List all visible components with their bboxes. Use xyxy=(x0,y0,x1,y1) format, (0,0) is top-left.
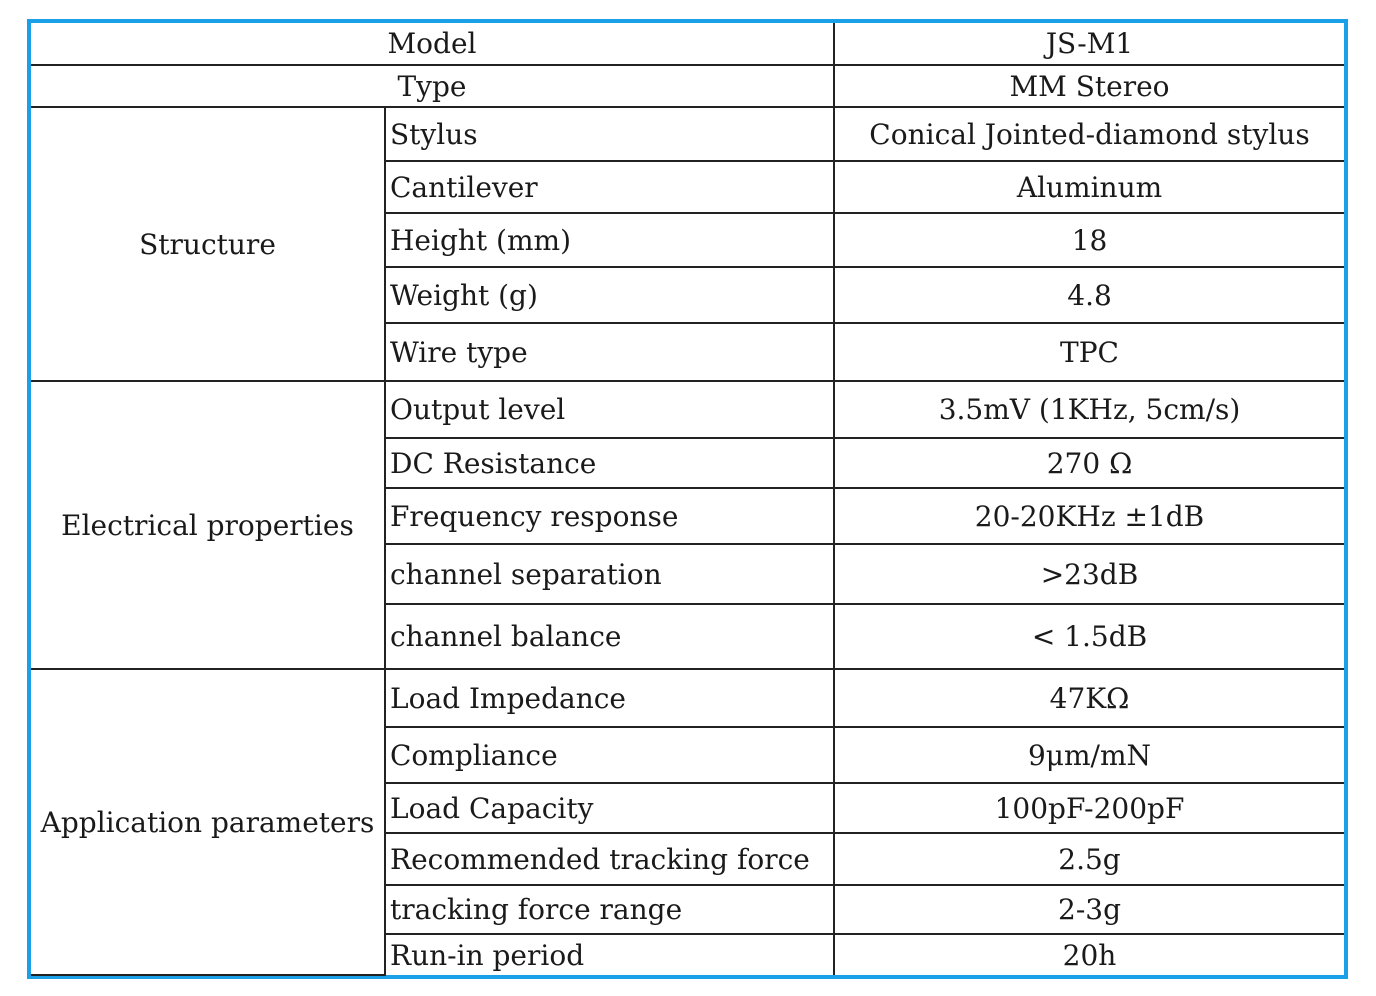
table-row: tracking force range 2-3g xyxy=(31,884,1345,935)
value-cell: 100pF-200pF xyxy=(833,782,1345,834)
table-row: Frequency response 20-20KHz ±1dB xyxy=(31,487,1345,545)
value-cell: >23dB xyxy=(833,543,1345,605)
value-cell: 2.5g xyxy=(833,832,1345,886)
param-cell: Output level xyxy=(383,380,836,439)
value-cell: 20-20KHz ±1dB xyxy=(833,487,1345,545)
value-cell: 3.5mV (1KHz, 5cm/s) xyxy=(833,380,1345,439)
param-cell: Weight (g) xyxy=(385,266,836,324)
param-cell: Cantilever xyxy=(385,160,836,214)
table-row: DC Resistance 270 Ω xyxy=(31,437,1345,489)
table-row: Cantilever Aluminum xyxy=(31,160,1345,214)
param-cell: Recommended tracking force xyxy=(385,832,836,886)
value-cell: Conical Jointed-diamond stylus xyxy=(833,106,1345,162)
table-row: Recommended tracking force 2.5g xyxy=(31,832,1345,886)
value-cell: TPC xyxy=(833,322,1345,382)
param-cell: DC Resistance xyxy=(385,437,836,489)
value-cell: < 1.5dB xyxy=(833,603,1345,670)
table-row: Structure Stylus Conical Jointed-diamond… xyxy=(31,106,1345,382)
table-row: Application parameters Load Impedance 47… xyxy=(31,668,1345,976)
table-row: channel balance < 1.5dB xyxy=(31,603,1345,670)
type-label: Type xyxy=(31,64,836,108)
table-row: Wire type TPC xyxy=(31,322,1345,382)
param-cell: channel balance xyxy=(385,603,836,670)
table-row: channel separation >23dB xyxy=(31,543,1345,605)
param-cell: Load Capacity xyxy=(385,782,836,834)
group-application-parameters: Application parameters xyxy=(31,668,386,976)
model-value: JS-M1 xyxy=(833,23,1345,66)
table-row: Load Capacity 100pF-200pF xyxy=(31,782,1345,834)
table-row: Height (mm) 18 xyxy=(31,212,1345,268)
table-row: Electrical properties Output level 3.5mV… xyxy=(31,380,1345,670)
value-cell: 18 xyxy=(833,212,1345,268)
table-row: Type MM Stereo xyxy=(31,64,1345,108)
value-cell: 2-3g xyxy=(833,884,1345,935)
value-cell: 47KΩ xyxy=(833,668,1345,728)
param-cell: Height (mm) xyxy=(385,212,836,268)
param-cell: Wire type xyxy=(385,322,836,382)
table-row: Model JS-M1 xyxy=(31,23,1345,66)
type-value: MM Stereo xyxy=(833,64,1345,108)
group-electrical-properties: Electrical properties xyxy=(31,380,386,670)
param-cell: Compliance xyxy=(385,726,836,784)
value-cell: Aluminum xyxy=(833,160,1345,214)
param-cell: Load Impedance xyxy=(383,668,836,728)
value-cell: 9μm/mN xyxy=(833,726,1345,784)
param-cell: tracking force range xyxy=(385,884,836,935)
table-row: Run-in period 20h xyxy=(31,933,1345,975)
value-cell: 4.8 xyxy=(833,266,1345,324)
group-structure: Structure xyxy=(31,106,386,382)
table-row: Compliance 9μm/mN xyxy=(31,726,1345,784)
param-cell: Stylus xyxy=(383,106,836,162)
param-cell: Frequency response xyxy=(385,487,836,545)
value-cell: 270 Ω xyxy=(833,437,1345,489)
spec-table-frame: Model JS-M1 Type MM Stereo Structure Sty… xyxy=(27,19,1348,979)
value-cell: 20h xyxy=(833,933,1345,975)
param-cell: channel separation xyxy=(385,543,836,605)
table-row: Weight (g) 4.8 xyxy=(31,266,1345,324)
spec-table: Model JS-M1 Type MM Stereo Structure Sty… xyxy=(31,23,1345,976)
param-cell: Run-in period xyxy=(385,933,836,975)
model-label: Model xyxy=(31,23,836,66)
